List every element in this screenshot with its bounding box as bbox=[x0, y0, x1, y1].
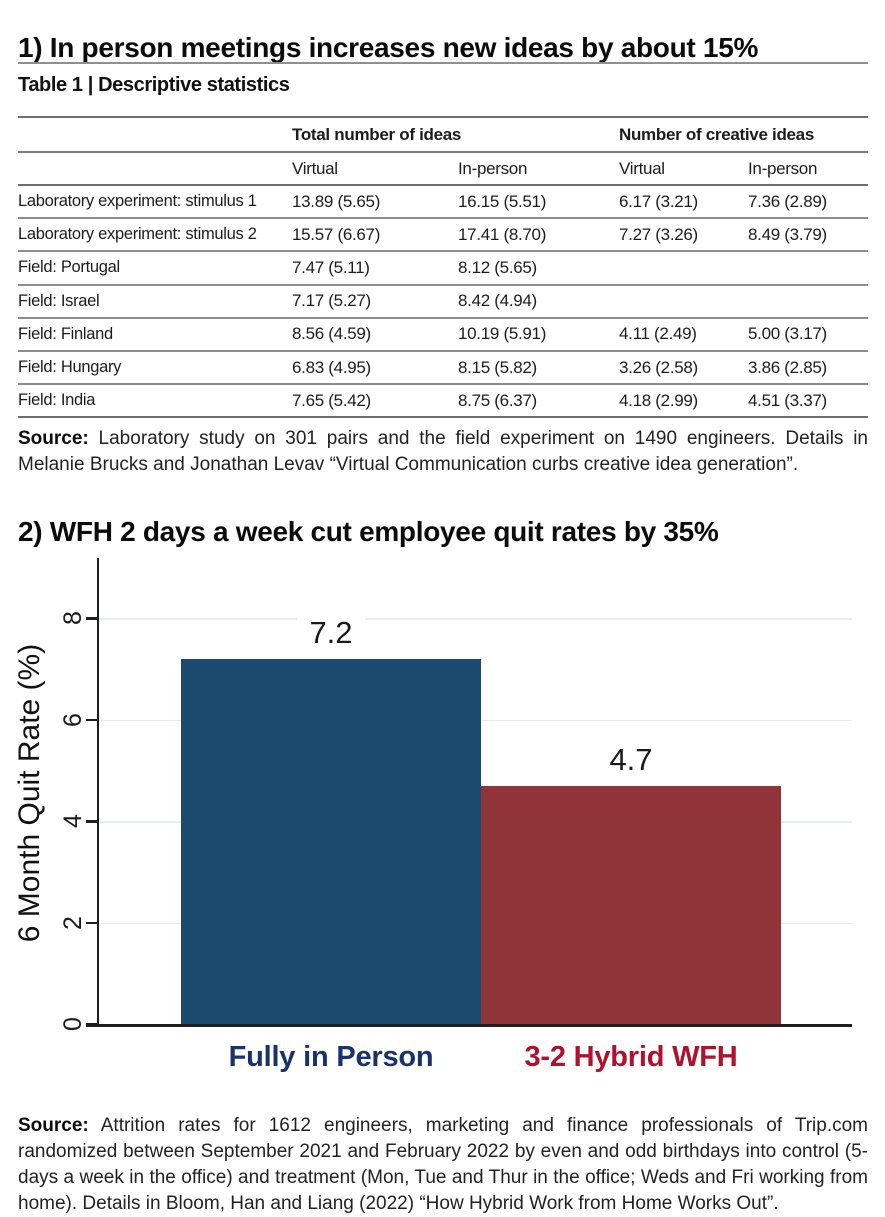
table-row: Laboratory experiment: stimulus 1 13.89 … bbox=[18, 186, 868, 220]
x-category-label-hybrid-wfh: 3-2 Hybrid WFH bbox=[524, 1041, 738, 1073]
descriptive-statistics-table: Total number of ideas Number of creative… bbox=[18, 116, 868, 419]
table-cell: 7.17 (5.27) bbox=[292, 291, 371, 311]
table-cell: 4.51 (3.37) bbox=[748, 390, 827, 410]
bar-value-label-fully-in-person: 7.2 bbox=[181, 614, 481, 650]
y-tick-mark bbox=[86, 921, 98, 924]
table-cell: 3.86 (2.85) bbox=[748, 357, 827, 377]
table-row: Field: Israel 7.17 (5.27) 8.42 (4.94) bbox=[18, 286, 868, 319]
row-label: Laboratory experiment: stimulus 2 bbox=[18, 225, 257, 244]
source-prefix: Source: bbox=[18, 1115, 89, 1136]
y-axis-title: 6 Month Quit Rate (%) bbox=[13, 643, 46, 943]
source-prefix: Source: bbox=[18, 428, 89, 449]
chart-source-note: Source: Attrition rates for 1612 enginee… bbox=[18, 1113, 868, 1217]
table-subheader-row: Virtual In-person Virtual In-person bbox=[18, 153, 868, 186]
table-cell: 7.65 (5.42) bbox=[292, 390, 371, 410]
table-cell: 7.36 (2.89) bbox=[748, 191, 827, 211]
col-header-creative-inperson: In-person bbox=[748, 158, 818, 178]
row-label: Field: Finland bbox=[18, 324, 113, 343]
y-tick-label: 8 bbox=[59, 611, 87, 625]
row-label: Field: Hungary bbox=[18, 358, 122, 377]
table-cell: 6.83 (4.95) bbox=[292, 357, 371, 377]
table-cell: 8.15 (5.82) bbox=[458, 357, 537, 377]
table-cell: 3.26 (2.58) bbox=[619, 357, 698, 377]
table-cell: 15.57 (6.67) bbox=[292, 224, 381, 244]
bar-hybrid-wfh bbox=[481, 785, 781, 1024]
y-tick-mark bbox=[86, 1023, 98, 1026]
y-tick-mark bbox=[86, 617, 98, 620]
col-group-total-ideas: Total number of ideas bbox=[292, 124, 462, 144]
section2-title: 2) WFH 2 days a week cut employee quit r… bbox=[18, 515, 719, 547]
bar-value-text: 7.2 bbox=[297, 614, 365, 650]
row-label: Field: Israel bbox=[18, 291, 100, 310]
source-text: Laboratory study on 301 pairs and the fi… bbox=[18, 428, 869, 475]
table-cell: 17.41 (8.70) bbox=[458, 224, 547, 244]
row-label: Field: Portugal bbox=[18, 258, 120, 277]
bar-value-label-hybrid-wfh: 4.7 bbox=[481, 741, 781, 777]
y-axis-line bbox=[96, 558, 99, 1024]
y-tick-label: 6 bbox=[59, 712, 87, 727]
quit-rate-bar-chart: 6 Month Quit Rate (%) 7.2 4.7 Fully in P… bbox=[0, 553, 885, 1090]
table-source-note: Source: Laboratory study on 301 pairs an… bbox=[18, 426, 868, 477]
table-row: Laboratory experiment: stimulus 2 15.57 … bbox=[18, 219, 868, 253]
col-header-total-virtual: Virtual bbox=[292, 158, 338, 178]
table-cell: 8.56 (4.59) bbox=[292, 324, 371, 344]
table-cell: 6.17 (3.21) bbox=[619, 191, 698, 211]
x-axis-line bbox=[86, 1024, 852, 1027]
table-cell: 4.11 (2.49) bbox=[619, 324, 697, 344]
col-header-total-inperson: In-person bbox=[458, 158, 528, 178]
bar-fully-in-person bbox=[181, 658, 481, 1024]
table-row: Field: India 7.65 (5.42) 8.75 (6.37) 4.1… bbox=[18, 385, 868, 419]
table-row: Field: Finland 8.56 (4.59) 10.19 (5.91) … bbox=[18, 319, 868, 352]
title-divider-rule bbox=[18, 62, 868, 64]
table-cell: 8.12 (5.65) bbox=[458, 257, 537, 277]
table-cell: 13.89 (5.65) bbox=[292, 191, 381, 211]
x-category-label-fully-in-person: Fully in Person bbox=[228, 1041, 434, 1073]
table-cell: 7.47 (5.11) bbox=[292, 257, 370, 277]
table-row: Field: Hungary 6.83 (4.95) 8.15 (5.82) 3… bbox=[18, 352, 868, 386]
table-cell: 4.18 (2.99) bbox=[619, 390, 698, 410]
y-tick-label: 0 bbox=[59, 1017, 87, 1031]
table-cell: 7.27 (3.26) bbox=[619, 224, 698, 244]
y-gridline bbox=[98, 618, 852, 620]
table-cell: 16.15 (5.51) bbox=[458, 191, 547, 211]
table-row: Field: Portugal 7.47 (5.11) 8.12 (5.65) bbox=[18, 252, 868, 286]
bar-value-text: 4.7 bbox=[597, 741, 665, 777]
table-cell: 8.42 (4.94) bbox=[458, 291, 537, 311]
table-cell: 5.00 (3.17) bbox=[748, 324, 827, 344]
y-tick-label: 4 bbox=[59, 814, 87, 828]
table-cell: 8.49 (3.79) bbox=[748, 224, 827, 244]
table-caption: Table 1 | Descriptive statistics bbox=[18, 74, 290, 96]
section1-title: 1) In person meetings increases new idea… bbox=[18, 31, 759, 63]
y-tick-mark bbox=[86, 820, 98, 823]
row-label: Field: India bbox=[18, 391, 96, 410]
row-label: Laboratory experiment: stimulus 1 bbox=[18, 192, 257, 211]
y-tick-mark bbox=[86, 718, 98, 721]
y-tick-label: 2 bbox=[59, 915, 87, 930]
col-header-creative-virtual: Virtual bbox=[619, 158, 665, 178]
table-cell: 8.75 (6.37) bbox=[458, 390, 537, 410]
table-cell: 10.19 (5.91) bbox=[458, 324, 547, 344]
col-group-creative-ideas: Number of creative ideas bbox=[619, 124, 814, 144]
table-group-header-row: Total number of ideas Number of creative… bbox=[18, 118, 868, 153]
source-text: Attrition rates for 1612 engineers, mark… bbox=[18, 1115, 869, 1214]
